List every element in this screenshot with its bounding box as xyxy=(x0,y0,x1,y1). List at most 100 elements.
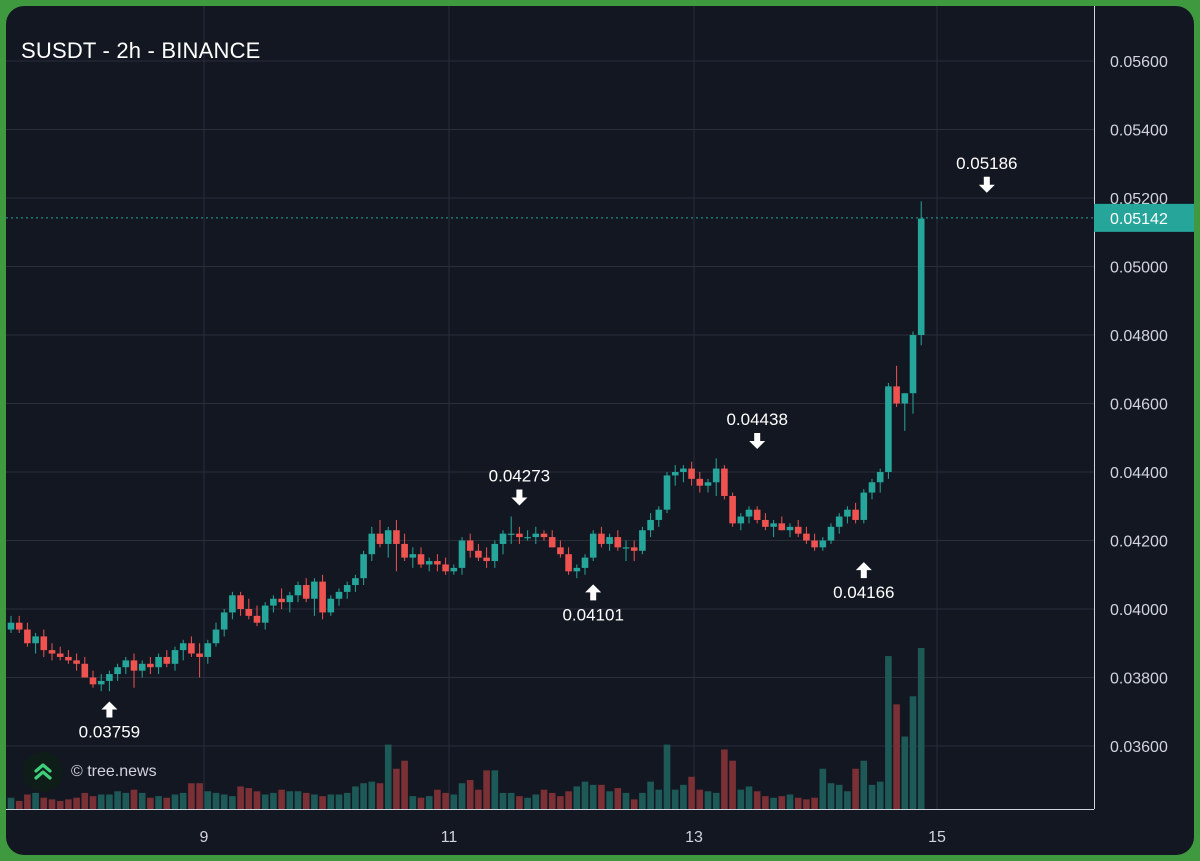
candle-body xyxy=(581,557,589,568)
volume-bar xyxy=(630,799,638,809)
volume-bar xyxy=(917,648,925,809)
volume-bar xyxy=(270,792,277,809)
volume-bar xyxy=(835,784,843,809)
x-tick-label: 9 xyxy=(200,829,209,846)
candle-body xyxy=(56,653,64,657)
volume-bar xyxy=(762,796,769,809)
candle-body xyxy=(32,636,39,644)
candle-body xyxy=(893,386,900,404)
candle-body xyxy=(909,335,917,394)
low-marker: 0.03759 xyxy=(79,701,140,742)
candle-body xyxy=(507,533,515,535)
volume-bar xyxy=(114,791,121,809)
volume-bar xyxy=(278,789,285,809)
x-tick-label: 15 xyxy=(928,829,946,846)
volume-bar xyxy=(73,797,80,809)
volume-bar xyxy=(737,789,745,809)
volume-bar xyxy=(704,791,712,809)
volume-bar xyxy=(499,792,507,809)
candle-body xyxy=(15,622,23,630)
volume-bar xyxy=(32,792,39,809)
up-arrow-icon xyxy=(101,701,118,718)
candle-body xyxy=(663,475,671,510)
volume-bar xyxy=(434,789,441,809)
volume-bar xyxy=(302,792,310,809)
volume-bar xyxy=(401,760,408,809)
volume-bar xyxy=(753,791,761,809)
candle-body xyxy=(614,537,622,548)
candle-body xyxy=(196,653,203,657)
volume-bar xyxy=(343,792,351,809)
volume-bar xyxy=(237,786,244,809)
volume-bar xyxy=(622,792,630,809)
candle-body xyxy=(639,530,646,551)
volume-bar xyxy=(852,768,859,809)
candle-body xyxy=(696,478,704,486)
y-tick-label: 0.05400 xyxy=(1110,123,1168,140)
candle-body xyxy=(286,595,294,603)
candle-body xyxy=(384,530,392,544)
high-marker: 0.04438 xyxy=(726,410,788,449)
volume-bar xyxy=(516,796,523,809)
candle-body xyxy=(237,595,244,609)
volume-bar xyxy=(475,789,482,809)
candle-body xyxy=(671,472,679,476)
candle-body xyxy=(220,612,228,630)
volume-bar xyxy=(163,797,171,809)
candle-body xyxy=(40,636,48,651)
candles xyxy=(7,201,925,692)
volume-bar xyxy=(491,770,499,809)
price-annotations: 0.03759 0.04273 0.04101 0.04438 0.04166 0.051… xyxy=(79,154,1018,742)
x-tick-label: 13 xyxy=(685,829,703,846)
volume-bar xyxy=(532,794,540,809)
volume-bar xyxy=(48,799,56,809)
chart-panel: 0.03759 0.04273 0.04101 0.04438 0.04166 0.051… xyxy=(6,6,1194,855)
volume-bar xyxy=(696,789,704,809)
candle-body xyxy=(622,547,630,549)
candle-body xyxy=(729,495,736,524)
volume-bar xyxy=(319,796,326,809)
candle-body xyxy=(762,519,769,527)
candle-body xyxy=(630,547,638,551)
volume-bar xyxy=(196,783,203,809)
tree-news-logo-icon xyxy=(23,752,63,792)
volume-bar xyxy=(540,789,548,809)
candle-body xyxy=(680,468,687,472)
volume-bar xyxy=(360,783,367,809)
volume-bar xyxy=(229,796,236,809)
candle-body xyxy=(212,629,220,644)
candle-body xyxy=(745,509,753,517)
volume-bar xyxy=(171,794,179,809)
candle-body xyxy=(827,526,835,541)
volume-bar xyxy=(89,796,97,809)
volume-bar xyxy=(598,784,605,809)
grid-lines xyxy=(6,6,1094,809)
x-tick-label: 11 xyxy=(441,829,458,846)
volume-bar xyxy=(15,800,23,809)
volume-bar xyxy=(130,789,138,809)
candle-body xyxy=(876,472,884,483)
candle-body xyxy=(688,468,695,479)
low-price-label: 0.04101 xyxy=(562,605,623,624)
candle-body xyxy=(532,533,540,538)
candle-body xyxy=(516,533,523,538)
y-tick-label: 0.05600 xyxy=(1110,54,1168,71)
candle-body xyxy=(229,595,236,613)
watermark-text: © tree.news xyxy=(71,763,157,780)
volume-bar xyxy=(876,781,884,809)
candle-body xyxy=(7,622,15,630)
candle-body xyxy=(302,585,310,599)
volume-bar xyxy=(97,794,105,809)
candle-body xyxy=(565,554,572,572)
volume-bar xyxy=(40,797,48,809)
volume-bar xyxy=(663,744,671,809)
candle-body xyxy=(130,660,138,671)
candle-body xyxy=(138,663,146,671)
volume-bar xyxy=(393,768,400,809)
candle-body xyxy=(24,629,31,644)
low-price-label: 0.04166 xyxy=(833,583,894,602)
candle-body xyxy=(270,598,277,606)
volume-bars xyxy=(7,648,925,809)
candle-body xyxy=(327,598,335,613)
volume-bar xyxy=(352,786,359,809)
